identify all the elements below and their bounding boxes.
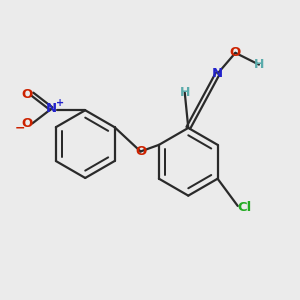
Text: O: O (230, 46, 241, 59)
Text: Cl: Cl (237, 201, 251, 214)
Text: N: N (46, 102, 57, 115)
Text: O: O (21, 117, 32, 130)
Text: O: O (21, 88, 32, 100)
Text: +: + (56, 98, 64, 109)
Text: O: O (135, 145, 146, 158)
Text: N: N (212, 67, 223, 80)
Text: H: H (254, 58, 264, 71)
Text: H: H (180, 86, 190, 99)
Text: −: − (15, 122, 26, 134)
